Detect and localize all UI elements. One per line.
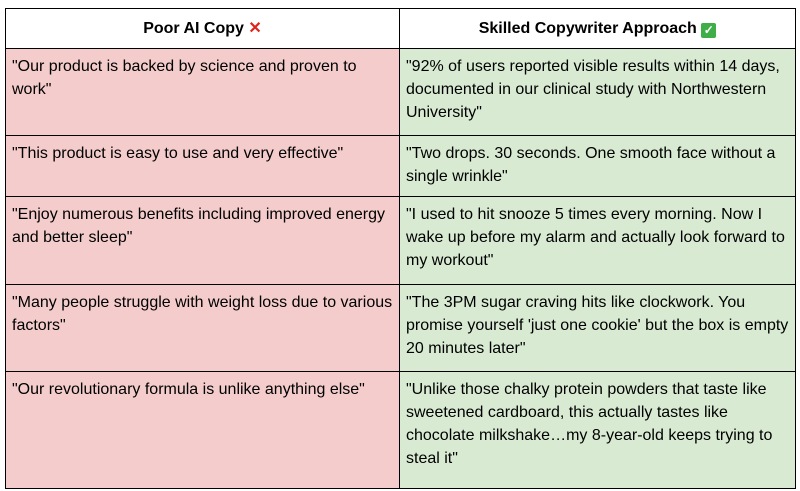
poor-copy-cell: "Our revolutionary formula is unlike any… [5, 371, 400, 489]
table-row: "Our revolutionary formula is unlike any… [5, 371, 796, 489]
header-row: Poor AI Copy ✕ Skilled Copywriter Approa… [5, 8, 796, 49]
table-row: "Our product is backed by science and pr… [5, 48, 796, 136]
good-copy-cell: "The 3PM sugar craving hits like clockwo… [399, 284, 796, 372]
cross-mark-icon: ✕ [248, 20, 262, 37]
table-row: "Many people struggle with weight loss d… [5, 284, 796, 372]
header-poor-ai-copy: Poor AI Copy ✕ [5, 8, 400, 49]
good-copy-cell: "Unlike those chalky protein powders tha… [399, 371, 796, 489]
check-mark-icon: ✓ [701, 23, 717, 38]
poor-copy-cell: "Enjoy numerous benefits including impro… [5, 196, 400, 285]
table-row: "Enjoy numerous benefits including impro… [5, 196, 796, 285]
good-copy-cell: "I used to hit snooze 5 times every morn… [399, 196, 796, 285]
poor-copy-cell: "Our product is backed by science and pr… [5, 48, 400, 136]
good-copy-cell: "92% of users reported visible results w… [399, 48, 796, 136]
table-row: "This product is easy to use and very ef… [5, 135, 796, 197]
good-copy-cell: "Two drops. 30 seconds. One smooth face … [399, 135, 796, 197]
header-skilled-copywriter: Skilled Copywriter Approach ✓ [399, 8, 796, 49]
poor-copy-cell: "This product is easy to use and very ef… [5, 135, 400, 197]
poor-copy-cell: "Many people struggle with weight loss d… [5, 284, 400, 372]
comparison-table: Poor AI Copy ✕ Skilled Copywriter Approa… [5, 8, 796, 489]
